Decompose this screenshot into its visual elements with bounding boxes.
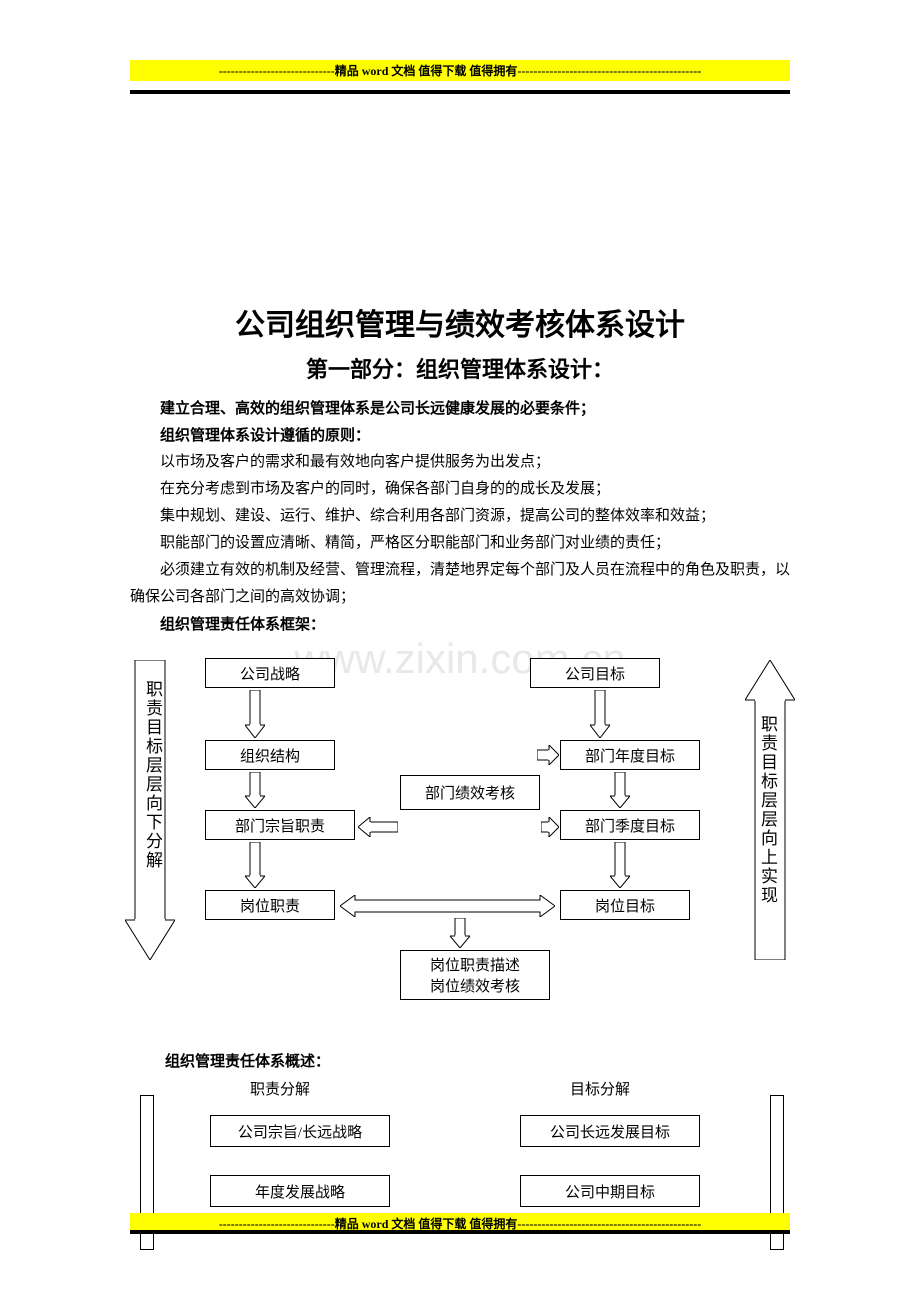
node-quarter-goal: 部门季度目标 xyxy=(560,810,700,840)
paragraph: 组织管理体系设计遵循的原则： xyxy=(130,422,790,449)
node-midterm-goal: 公司中期目标 xyxy=(520,1175,700,1207)
node-line2: 岗位绩效考核 xyxy=(430,975,520,996)
paragraph: 集中规划、建设、运行、维护、综合利用各部门资源，提高公司的整体效率和效益； xyxy=(130,503,790,530)
arrow-down-icon xyxy=(610,842,630,888)
arrow-down-icon xyxy=(610,772,630,808)
node-line1: 岗位职责描述 xyxy=(430,954,520,975)
framework-diagram: 职责目标层层向下分解 职责目标层层向上实现 公司战略 组织结构 部门宗旨职责 岗… xyxy=(130,640,790,1020)
node-position-desc: 岗位职责描述 岗位绩效考核 xyxy=(400,950,550,1000)
divider-bottom xyxy=(130,1230,790,1234)
right-arrow-label: 职责目标层层向上实现 xyxy=(755,715,780,905)
header-highlight: -----------------------------精品 word 文档 … xyxy=(130,60,790,81)
page-subtitle: 第一部分：组织管理体系设计： xyxy=(0,352,920,384)
content-block: 建立合理、高效的组织管理体系是公司长远健康发展的必要条件； 组织管理体系设计遵循… xyxy=(130,395,790,638)
divider-top xyxy=(130,90,790,94)
node-structure: 组织结构 xyxy=(205,740,335,770)
col1-head: 职责分解 xyxy=(250,1078,310,1099)
node-longterm-goal: 公司长远发展目标 xyxy=(520,1115,700,1147)
col2-head: 目标分解 xyxy=(570,1078,630,1099)
paragraph: 组织管理责任体系框架： xyxy=(130,611,790,638)
double-arrow-icon xyxy=(340,895,555,917)
arrow-down-icon xyxy=(245,690,265,738)
section2-title: 组织管理责任体系概述： xyxy=(165,1050,330,1071)
node-dept-mission: 部门宗旨职责 xyxy=(205,810,355,840)
arrow-down-icon xyxy=(590,690,610,738)
page-title: 公司组织管理与绩效考核体系设计 xyxy=(0,300,920,344)
paragraph: 建立合理、高效的组织管理体系是公司长远健康发展的必要条件； xyxy=(130,395,790,422)
arrow-right-icon xyxy=(541,817,559,837)
arrow-down-icon xyxy=(245,842,265,888)
node-annual-strategy: 年度发展战略 xyxy=(210,1175,390,1207)
paragraph: 在充分考虑到市场及客户的同时，确保各部门自身的的成长及发展； xyxy=(130,476,790,503)
paragraph: 必须建立有效的机制及经营、管理流程，清楚地界定每个部门及人员在流程中的角色及职责… xyxy=(130,557,790,611)
paragraph: 职能部门的设置应清晰、精简，严格区分职能部门和业务部门对业绩的责任； xyxy=(130,530,790,557)
paragraph: 以市场及客户的需求和最有效地向客户提供服务为出发点； xyxy=(130,449,790,476)
node-company-mission: 公司宗旨/长远战略 xyxy=(210,1115,390,1147)
node-company-goal: 公司目标 xyxy=(530,658,660,688)
node-annual-goal: 部门年度目标 xyxy=(560,740,700,770)
arrow-down-icon xyxy=(450,918,470,948)
left-arrow-label: 职责目标层层向下分解 xyxy=(140,680,165,870)
node-position-goal: 岗位目标 xyxy=(560,890,690,920)
arrow-left-icon xyxy=(358,817,398,837)
node-dept-perf: 部门绩效考核 xyxy=(400,775,540,810)
arrow-right-icon xyxy=(537,745,559,765)
node-position-duty: 岗位职责 xyxy=(205,890,335,920)
arrow-down-icon xyxy=(245,772,265,808)
node-strategy: 公司战略 xyxy=(205,658,335,688)
